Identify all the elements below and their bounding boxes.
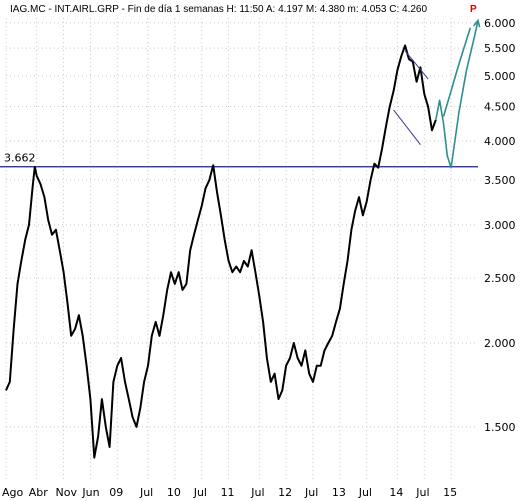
channel-line[interactable] bbox=[393, 109, 421, 145]
y-tick-label: 1.500 bbox=[484, 421, 516, 434]
reference-line-group: 3.662 bbox=[0, 152, 478, 168]
x-tick-label: Ago bbox=[2, 486, 24, 499]
x-tick-label: Jun bbox=[81, 486, 99, 499]
x-tick-label: 12 bbox=[278, 486, 292, 499]
y-tick-label: 4.000 bbox=[484, 135, 516, 148]
x-tick-label: Jul bbox=[250, 486, 264, 499]
series-line-projection[interactable] bbox=[435, 20, 479, 169]
chart-header-info: IAG.MC - INT.AIRL.GRP - Fin de día 1 sem… bbox=[10, 4, 427, 15]
header-flag[interactable]: P bbox=[470, 4, 477, 15]
projection-arrowhead bbox=[473, 18, 481, 28]
x-tick-label: Jul bbox=[193, 486, 207, 499]
y-tick-label: 5.500 bbox=[484, 42, 516, 55]
x-tick-label: 10 bbox=[167, 486, 181, 499]
x-tick-label: Jul bbox=[415, 486, 429, 499]
reference-line-label: 3.662 bbox=[4, 152, 36, 165]
x-tick-label: Abr bbox=[29, 486, 49, 499]
series-line-price[interactable] bbox=[5, 44, 437, 459]
channel-line[interactable] bbox=[404, 50, 429, 80]
x-tick-label: 15 bbox=[443, 486, 457, 499]
x-tick-label: Jul bbox=[358, 486, 372, 499]
x-tick-label: Jul bbox=[304, 486, 318, 499]
y-tick-label: 6.000 bbox=[484, 17, 516, 30]
y-tick-label: 3.500 bbox=[484, 174, 516, 187]
y-tick-label: 2.000 bbox=[484, 337, 516, 350]
x-axis-ticks: Ago Abr Nov Jun 09 Jul 10 Jul 11 Jul 12 Jul 13 Jul 14 J… bbox=[2, 486, 457, 499]
x-tick-label: 11 bbox=[221, 486, 235, 499]
y-tick-label: 2.500 bbox=[484, 272, 516, 285]
x-tick-label: 09 bbox=[109, 486, 123, 499]
x-tick-label: 14 bbox=[389, 486, 403, 499]
x-tick-label: 13 bbox=[332, 486, 346, 499]
x-tick-label: Jul bbox=[139, 486, 153, 499]
x-tick-label: Nov bbox=[56, 486, 78, 499]
y-axis-ticks: 6.000 5.500 5.000 4.500 4.000 3.500 3.000 2.500… bbox=[484, 17, 516, 434]
y-tick-label: 3.000 bbox=[484, 219, 516, 232]
y-tick-label: 4.500 bbox=[484, 101, 516, 114]
series-group bbox=[5, 18, 481, 459]
series-line-projection-upper[interactable] bbox=[442, 27, 472, 117]
y-tick-label: 5.000 bbox=[484, 70, 516, 83]
